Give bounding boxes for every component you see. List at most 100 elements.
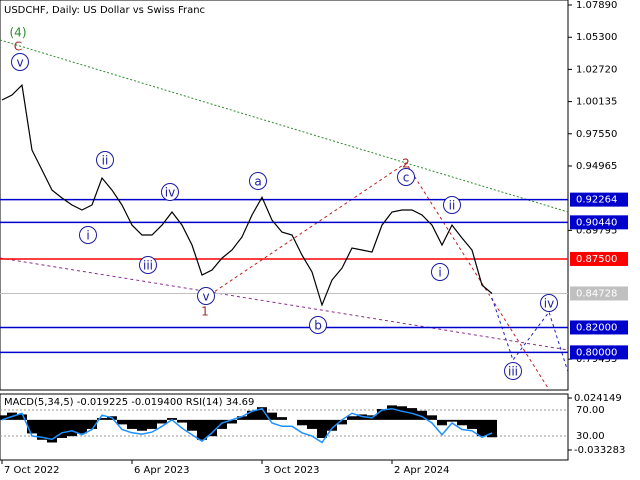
wave-label: v [202,290,209,304]
macd-bar [447,419,457,422]
macd-bar [87,419,97,429]
x-tick-label: 2 Apr 2024 [394,465,449,476]
macd-bar [77,419,87,434]
macd-bar [487,419,497,438]
wave-label: iv [165,186,175,200]
macd-bar [57,419,67,438]
wave-label: (4) [10,26,27,40]
wave-label: 1 [201,305,209,319]
macd-bar [17,414,27,420]
level-label: 0.87500 [576,254,617,265]
wave-label: ii [102,154,109,168]
macd-bar [417,410,427,420]
macd-bar [127,419,137,429]
macd-bar [317,419,327,438]
macd-bar [207,419,217,437]
wave-circle [79,226,97,244]
indicator-title: MACD(5,34,5) -0.019225 -0.019400 RSI(14)… [4,397,254,408]
macd-bar [147,419,157,429]
projection-line [491,297,569,373]
wave-label: iii [143,259,153,273]
wave-label: ii [449,199,456,213]
macd-bar [427,415,437,420]
macd-bar [197,419,207,440]
macd-bar [67,419,77,437]
level-label: 0.92264 [576,195,617,206]
macd-bar [227,419,237,424]
level-label: 0.82000 [576,322,617,333]
wave-label: i [438,266,441,280]
x-tick-label: 7 Oct 2022 [4,465,59,476]
macd-bar [267,412,277,420]
macd-bar [257,407,267,420]
y2-tick-label: 30.00 [576,431,605,442]
wave-circle [504,362,522,380]
wave-circle [96,151,114,169]
wave-circle [139,256,157,274]
wave-label: v [16,56,23,70]
rsi-line [1,407,493,444]
macd-bar [457,419,467,426]
y-tick-label: 0.89795 [576,225,617,236]
wave-circle [431,263,449,281]
wave-circle [540,294,558,312]
macd-bar [37,419,47,440]
macd-bar [277,417,287,420]
macd-bar [0,415,7,420]
macd-bar [117,419,127,425]
wave-circle [397,168,415,186]
wave-label: a [254,175,261,189]
level-box [570,251,628,266]
y-tick-label: 0.024149 [574,393,622,404]
level-label: 0.84728 [576,288,617,299]
y-tick-label: 0.97550 [576,129,617,140]
wave-label: c [403,171,410,185]
y-tick-label: 1.07890 [576,0,617,11]
y-tick-label: 0.79455 [576,354,617,365]
macd-bar [97,418,107,420]
level-box [570,286,628,301]
macd-bar [467,419,477,429]
macd-bar [247,410,257,420]
macd-bar [27,419,37,434]
macd-bar [437,419,447,426]
chart-title: USDCHF, Daily: US Dollar vs Swiss Franc [4,5,205,16]
wave-label: iii [508,365,518,379]
y-tick-label: 0.94965 [576,161,617,172]
macd-bar [327,419,337,431]
wave-label: iv [544,297,554,311]
y2-tick-label: 70.00 [576,405,605,416]
macd-bar [157,419,167,424]
wave-label: i [86,229,89,243]
macd-bar [217,419,227,429]
macd-bar [307,419,317,429]
wave-circle [309,316,327,334]
macd-bar [177,419,187,423]
level-box [570,215,628,230]
trend-line [0,39,569,213]
macd-bar [337,419,347,425]
level-label: 0.90440 [576,217,617,228]
macd-bar [47,419,57,443]
wave-circle [443,196,461,214]
y-tick-label: 1.05300 [576,32,617,43]
y-tick-label: 1.02720 [576,64,617,75]
wave-label: C [14,40,22,54]
level-label: 0.80000 [576,347,617,358]
main-panel [0,0,569,391]
wave-circle [249,172,267,190]
macd-bar [397,406,407,420]
macd-bar [237,416,247,420]
wave-circle [11,53,29,71]
level-box [570,320,628,335]
macd-bar [297,419,307,426]
macd-bar [477,419,487,437]
price-line [1,83,493,307]
macd-bar [187,419,197,431]
x-tick-label: 3 Oct 2023 [264,465,319,476]
projection-line [204,162,549,389]
level-box [570,345,628,360]
wave-label: 2 [402,157,410,171]
x-tick-label: 6 Apr 2023 [134,465,189,476]
